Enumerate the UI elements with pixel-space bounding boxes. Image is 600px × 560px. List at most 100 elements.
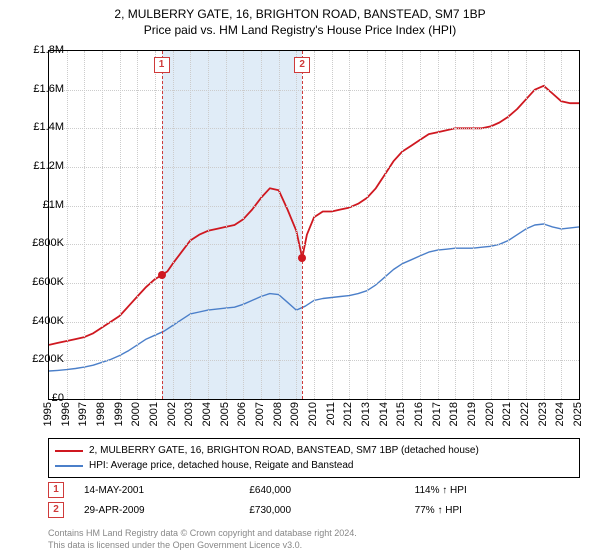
legend-row: 2, MULBERRY GATE, 16, BRIGHTON ROAD, BAN…: [55, 443, 573, 458]
x-tick-label: 2002: [166, 402, 178, 426]
license-line-2: This data is licensed under the Open Gov…: [48, 540, 580, 552]
datapoint-marker: 1: [48, 482, 64, 498]
x-tick-label: 2011: [325, 402, 337, 426]
x-tick-label: 2016: [413, 402, 425, 426]
y-tick-label: £1.6M: [20, 83, 64, 95]
grid-v: [455, 51, 456, 399]
event-marker-box: 1: [154, 57, 170, 73]
datapoint-delta: 114% ↑ HPI: [415, 485, 580, 496]
grid-v: [120, 51, 121, 399]
x-tick-label: 2024: [554, 402, 566, 426]
datapoint-price: £640,000: [249, 485, 414, 496]
y-tick-label: £200K: [20, 353, 64, 365]
x-tick-label: 1996: [60, 402, 72, 426]
x-tick-label: 2019: [466, 402, 478, 426]
grid-v: [67, 51, 68, 399]
x-tick-label: 2009: [289, 402, 301, 426]
grid-v: [385, 51, 386, 399]
grid-v: [491, 51, 492, 399]
x-tick-label: 2023: [537, 402, 549, 426]
y-tick-label: £1.8M: [20, 44, 64, 56]
grid-v: [261, 51, 262, 399]
legend-row: HPI: Average price, detached house, Reig…: [55, 458, 573, 473]
y-tick-label: £400K: [20, 315, 64, 327]
y-tick-label: £1M: [20, 199, 64, 211]
chart-plot-area: 12: [48, 50, 580, 400]
grid-v: [473, 51, 474, 399]
grid-v: [544, 51, 545, 399]
event-marker-box: 2: [294, 57, 310, 73]
license-line-1: Contains HM Land Registry data © Crown c…: [48, 528, 580, 540]
grid-v: [155, 51, 156, 399]
x-tick-label: 1995: [42, 402, 54, 426]
grid-v: [526, 51, 527, 399]
chart-container: 2, MULBERRY GATE, 16, BRIGHTON ROAD, BAN…: [0, 0, 600, 560]
x-tick-label: 1998: [95, 402, 107, 426]
datapoint-marker: 2: [48, 502, 64, 518]
x-tick-label: 2006: [236, 402, 248, 426]
legend-box: 2, MULBERRY GATE, 16, BRIGHTON ROAD, BAN…: [48, 438, 580, 478]
x-tick-label: 2017: [431, 402, 443, 426]
grid-v: [438, 51, 439, 399]
legend-label: 2, MULBERRY GATE, 16, BRIGHTON ROAD, BAN…: [89, 443, 479, 458]
x-tick-label: 2007: [254, 402, 266, 426]
grid-v: [420, 51, 421, 399]
x-tick-label: 2001: [148, 402, 160, 426]
x-tick-label: 2004: [201, 402, 213, 426]
x-tick-label: 2020: [484, 402, 496, 426]
grid-v: [367, 51, 368, 399]
x-tick-label: 2022: [519, 402, 531, 426]
datapoint-date: 29-APR-2009: [84, 505, 249, 516]
grid-v: [279, 51, 280, 399]
datapoints-table: 1 14-MAY-2001£640,000114% ↑ HPI 2 29-APR-20…: [48, 480, 580, 520]
x-tick-label: 2013: [360, 402, 372, 426]
x-tick-label: 2014: [378, 402, 390, 426]
y-tick-label: £800K: [20, 237, 64, 249]
legend-label: HPI: Average price, detached house, Reig…: [89, 458, 353, 473]
x-tick-label: 2021: [501, 402, 513, 426]
grid-v: [226, 51, 227, 399]
x-tick-label: 2025: [572, 402, 584, 426]
x-tick-label: 2000: [130, 402, 142, 426]
x-tick-label: 1999: [113, 402, 125, 426]
y-tick-label: £600K: [20, 276, 64, 288]
datapoint-row: 2 29-APR-2009£730,00077% ↑ HPI: [48, 500, 580, 520]
x-tick-label: 1997: [77, 402, 89, 426]
event-line: [302, 51, 303, 399]
x-tick-label: 2005: [219, 402, 231, 426]
grid-v: [137, 51, 138, 399]
x-tick-label: 2015: [395, 402, 407, 426]
legend-swatch: [55, 465, 83, 467]
grid-v: [349, 51, 350, 399]
grid-v: [508, 51, 509, 399]
y-tick-label: £1.2M: [20, 160, 64, 172]
grid-v: [173, 51, 174, 399]
grid-v: [314, 51, 315, 399]
x-tick-label: 2012: [342, 402, 354, 426]
x-tick-label: 2003: [183, 402, 195, 426]
title-block: 2, MULBERRY GATE, 16, BRIGHTON ROAD, BAN…: [0, 0, 600, 38]
legend-swatch: [55, 450, 83, 452]
grid-v: [561, 51, 562, 399]
license-text: Contains HM Land Registry data © Crown c…: [48, 528, 580, 551]
grid-v: [190, 51, 191, 399]
datapoint-price: £730,000: [249, 505, 414, 516]
grid-v: [208, 51, 209, 399]
grid-v: [102, 51, 103, 399]
x-tick-label: 2018: [448, 402, 460, 426]
grid-v: [84, 51, 85, 399]
grid-v: [243, 51, 244, 399]
x-tick-label: 2010: [307, 402, 319, 426]
grid-v: [332, 51, 333, 399]
datapoint-date: 14-MAY-2001: [84, 485, 249, 496]
title-line-1: 2, MULBERRY GATE, 16, BRIGHTON ROAD, BAN…: [0, 6, 600, 22]
grid-v: [402, 51, 403, 399]
y-tick-label: £1.4M: [20, 121, 64, 133]
title-line-2: Price paid vs. HM Land Registry's House …: [0, 22, 600, 38]
x-tick-label: 2008: [272, 402, 284, 426]
event-dot: [158, 271, 166, 279]
grid-v: [296, 51, 297, 399]
datapoint-delta: 77% ↑ HPI: [415, 505, 580, 516]
datapoint-row: 1 14-MAY-2001£640,000114% ↑ HPI: [48, 480, 580, 500]
event-dot: [298, 254, 306, 262]
